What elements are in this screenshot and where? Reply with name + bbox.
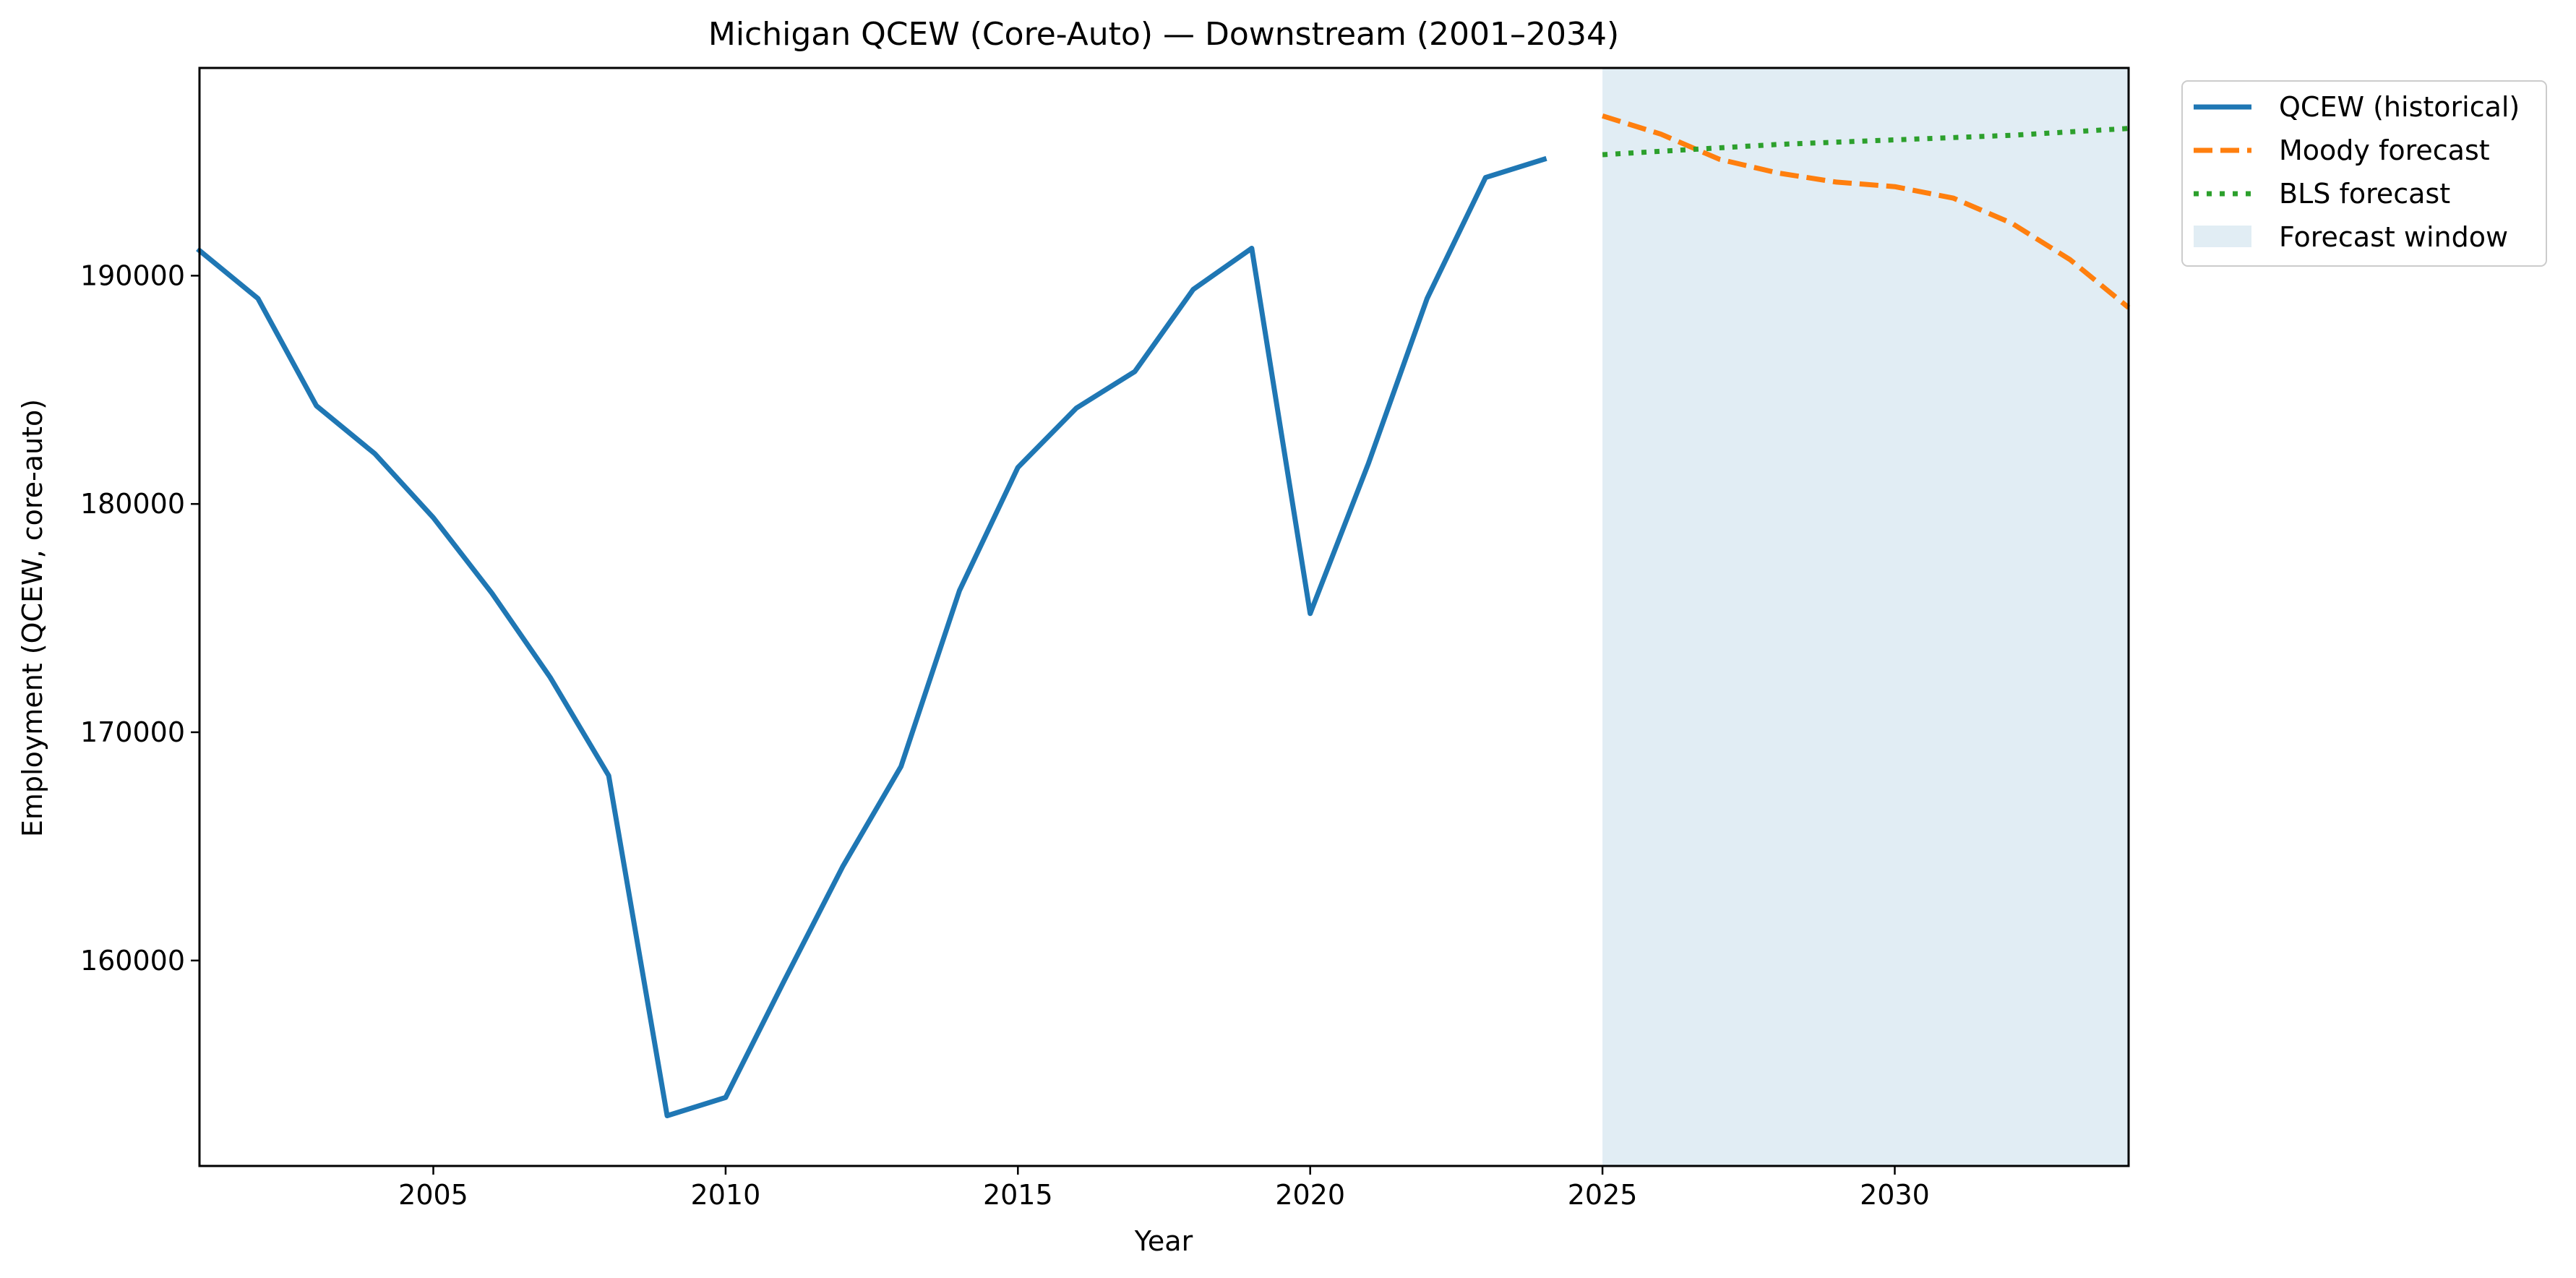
- legend-label-moody-forecast: Moody forecast: [2279, 134, 2490, 166]
- chart-title: Michigan QCEW (Core-Auto) — Downstream (…: [708, 16, 1619, 53]
- x-tick-label-2030: 2030: [1860, 1179, 1930, 1211]
- legend-label-bls-forecast: BLS forecast: [2279, 178, 2450, 210]
- series-layer: [196, 113, 2131, 1119]
- series-line-bls-forecast: [1602, 126, 2129, 158]
- x-axis-ticks: 2005 2010 2015 2020 2025 2030: [398, 1166, 1930, 1211]
- x-tick-label-2015: 2015: [983, 1179, 1053, 1211]
- y-axis-ticks: 160000 170000 180000 190000: [80, 260, 199, 977]
- legend-swatch-forecast-window: [2194, 226, 2251, 247]
- legend-label-forecast-window: Forecast window: [2279, 221, 2508, 253]
- legend-label-qcew-historical: QCEW (historical): [2279, 91, 2520, 123]
- legend-box: [2181, 80, 2547, 267]
- y-tick-label-160000: 160000: [80, 945, 185, 977]
- series-line-moody-forecast: [1602, 113, 2131, 310]
- x-axis-label: Year: [1134, 1225, 1193, 1257]
- legend: QCEW (historical) Moody forecast BLS for…: [2181, 80, 2547, 267]
- y-tick-label-170000: 170000: [80, 716, 185, 748]
- x-tick-label-2005: 2005: [398, 1179, 468, 1211]
- y-tick-label-190000: 190000: [80, 260, 185, 291]
- legend-item-moody-forecast: Moody forecast: [2194, 134, 2490, 166]
- legend-item-forecast-window: Forecast window: [2194, 221, 2508, 253]
- x-tick-label-2025: 2025: [1568, 1179, 1638, 1211]
- axes-spines: [198, 67, 2130, 1167]
- x-tick-label-2010: 2010: [691, 1179, 761, 1211]
- forecast-window-layer: [1602, 68, 2129, 1166]
- y-tick-label-180000: 180000: [80, 488, 185, 520]
- series-line-qcew-historical: [196, 155, 1547, 1119]
- legend-item-bls-forecast: BLS forecast: [2194, 178, 2450, 210]
- axes-frame: [198, 67, 2130, 1167]
- x-tick-label-2020: 2020: [1275, 1179, 1345, 1211]
- forecast-window-region: [1602, 68, 2129, 1166]
- legend-item-qcew-historical: QCEW (historical): [2194, 91, 2520, 123]
- y-axis-label: Employment (QCEW, core-auto): [17, 399, 48, 837]
